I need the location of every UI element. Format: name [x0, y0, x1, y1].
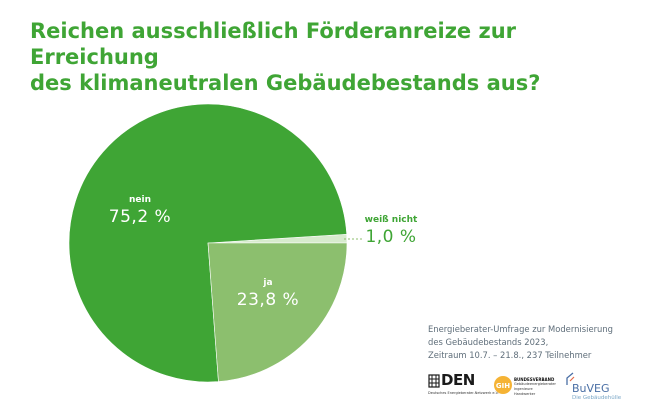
chart-title: Reichen ausschließlich Förderanreize zur… — [30, 18, 630, 96]
label-weiss-nicht: weiß nicht 1,0 % — [356, 215, 426, 247]
partner-logos: DEN Deutsches Energieberater-Netzwerk e.… — [428, 370, 643, 406]
gih-logo-name: BUNDESVERBAND — [514, 377, 555, 382]
label-nein: nein 75,2 % — [100, 195, 180, 227]
den-logo-text: DEN — [441, 371, 475, 389]
label-weiss-nicht-value: 1,0 % — [365, 227, 417, 247]
label-ja: ja 23,8 % — [228, 278, 308, 310]
den-grid-icon — [428, 374, 440, 388]
source-line-3: Zeitraum 10.7. – 21.8., 237 Teilnehmer — [428, 350, 592, 360]
title-line-2: des klimaneutralen Gebäudebestands aus? — [30, 71, 541, 95]
label-nein-value: 75,2 % — [108, 207, 172, 227]
buveg-logo-text: BuVEG — [572, 382, 610, 395]
label-nein-category: nein — [128, 195, 151, 205]
buveg-logo-subtitle: Die Gebäudehülle — [572, 395, 622, 401]
title-line-1: Reichen ausschließlich Förderanreize zur… — [30, 19, 517, 69]
label-ja-value: 23,8 % — [236, 290, 300, 310]
gih-logo-text: GIH — [496, 382, 510, 390]
gih-logo-subtitle: Gebäudeenergieberater Ingenieure Handwer… — [514, 382, 556, 396]
source-line-1: Energieberater-Umfrage zur Modernisierun… — [428, 324, 613, 334]
source-line-2: des Gebäudebestands 2023, — [428, 337, 549, 347]
label-ja-category: ja — [263, 278, 273, 288]
pie-slice-ja — [207, 242, 348, 382]
den-logo-subtitle: Deutsches Energieberater-Netzwerk e.V. — [428, 391, 499, 395]
buveg-roof-icon — [566, 372, 575, 385]
label-weiss-nicht-category: weiß nicht — [364, 215, 418, 225]
gih-logo-caption: BUNDESVERBAND Gebäudeenergieberater Inge… — [514, 377, 556, 397]
source-note: Energieberater-Umfrage zur Modernisierun… — [428, 323, 643, 362]
gih-sun-icon: GIH — [494, 376, 512, 394]
